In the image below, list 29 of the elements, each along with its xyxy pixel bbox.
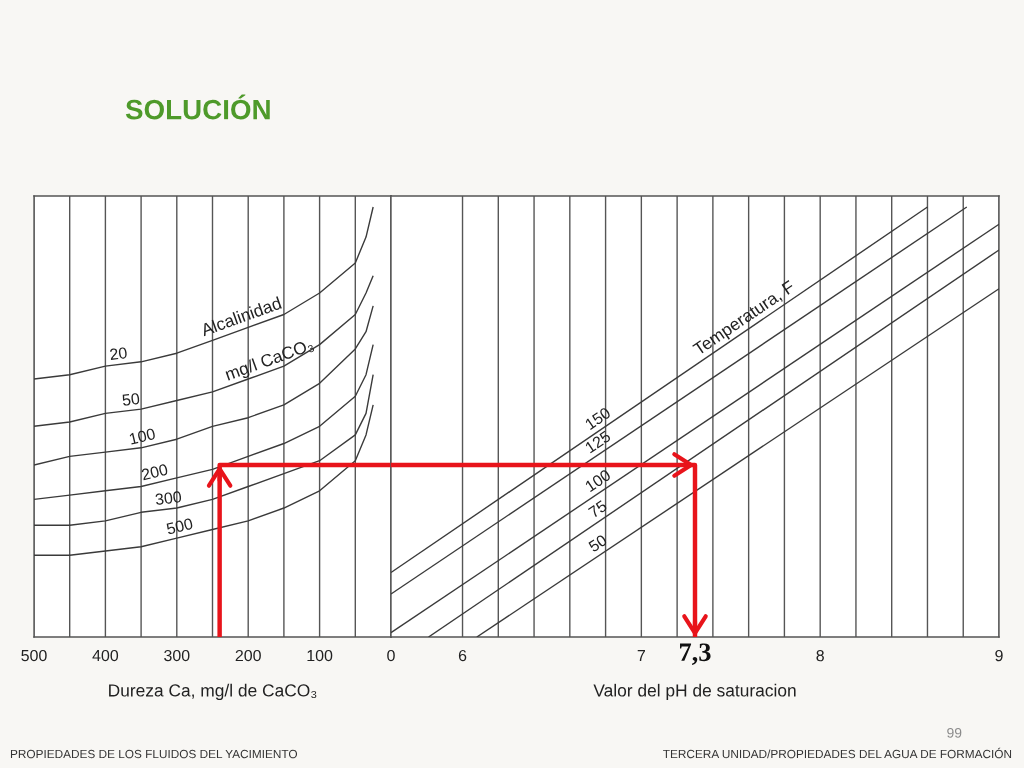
x-tick-label: 7 [637,650,645,662]
text: 99 [947,727,962,738]
annotation: 7,3 [680,643,711,665]
text: 75 [587,499,608,519]
x-tick-label: 200 [235,649,261,662]
x-tick-label: 9 [995,649,1003,662]
x-tick-label: 100 [307,649,333,662]
text: 300 [155,490,182,506]
chart-title: SOLUCIÓN [125,94,270,120]
text: 125 [584,430,612,454]
text: 100 [129,427,156,445]
text: 50 [122,392,140,406]
text: 50 [587,533,608,553]
text: 200 [141,463,169,481]
text: 20 [109,346,128,361]
x-axis-title: Valor del pH de saturacion [593,683,796,701]
text: 500 [165,517,194,535]
x-tick-label: 0 [387,649,395,662]
x-tick-label: 300 [164,649,190,662]
text: TERCERA UNIDAD/PROPIEDADES DEL AGUA DE FORMACIÓN [663,747,1012,759]
x-tick-label: 400 [92,649,119,662]
text: 150 [584,406,612,431]
annotation: mg/l CaCO₃ [224,337,316,384]
text: PROPIEDADES DE LOS FLUIDOS DEL YACIMIENTO [10,749,298,759]
x-tick-label: 6 [458,649,467,662]
text: 100 [584,468,612,493]
x-tick-label: 500 [21,649,47,662]
x-tick-label: 8 [816,649,824,662]
x-axis-title: Dureza Ca, mg/l de CaCO₃ [109,683,317,701]
